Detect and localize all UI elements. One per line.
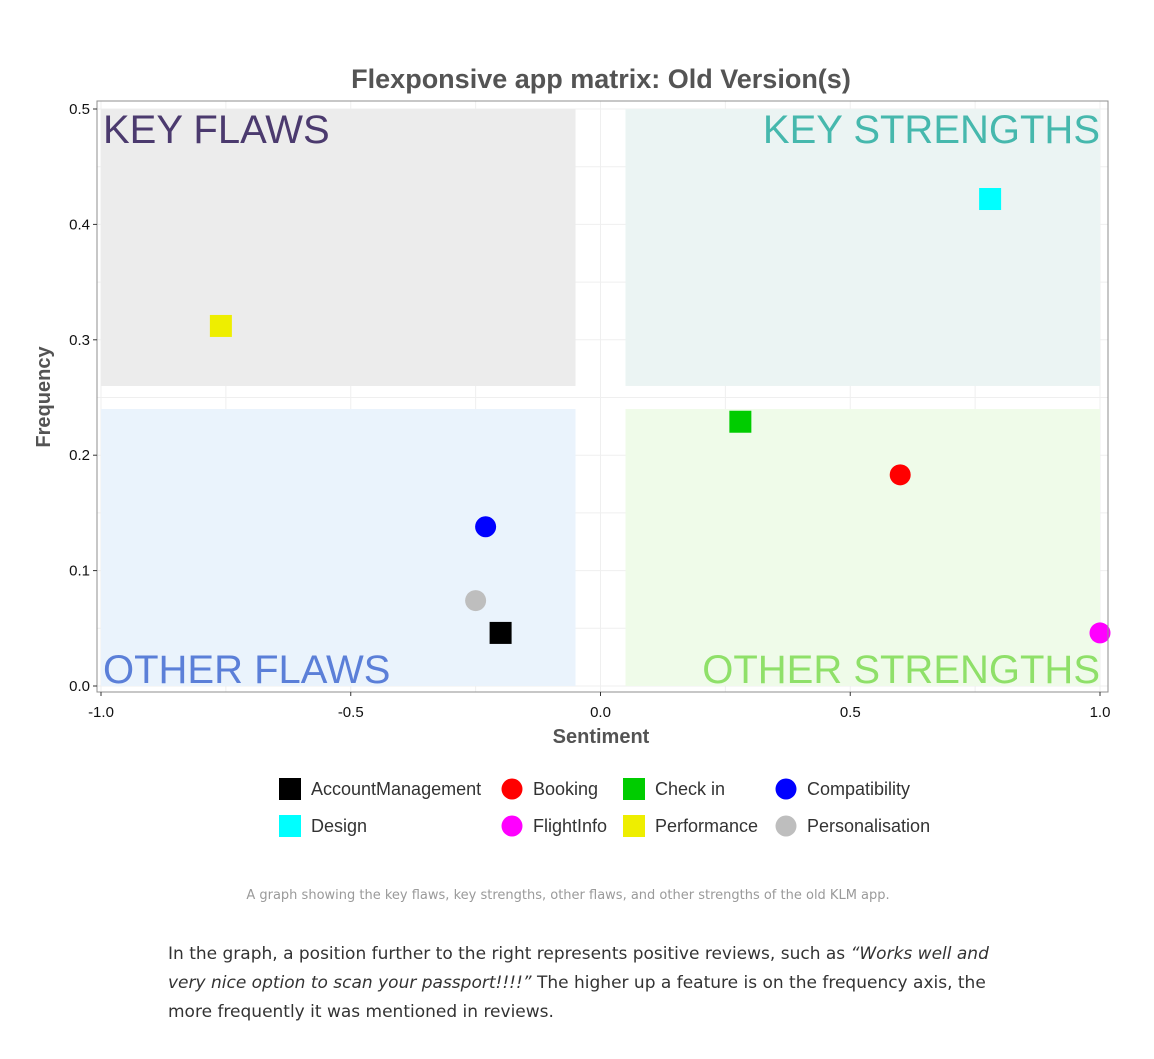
legend-label: AccountManagement — [311, 779, 481, 799]
quadrant-region — [625, 109, 1100, 386]
legend-label: Performance — [655, 816, 758, 836]
quadrant-region — [625, 409, 1100, 686]
data-point-square — [209, 314, 232, 337]
chart-title: Flexponsive app matrix: Old Version(s) — [351, 64, 851, 94]
plot-area: KEY FLAWS KEY STRENGTHS OTHER FLAWS OTHER S… — [96, 100, 1111, 693]
data-point-square — [489, 621, 512, 644]
legend-item: Performance — [623, 815, 758, 837]
x-tick-label: 1.0 — [1090, 704, 1111, 721]
y-tick-label: 0.0 — [69, 678, 90, 695]
legend-item: Design — [279, 815, 367, 837]
legend-key-circle — [501, 778, 523, 800]
plot-border — [96, 100, 1109, 693]
legend-label: Design — [311, 816, 367, 836]
legend-key-square — [279, 778, 301, 800]
y-axis: 0.0 0.1 0.2 0.3 0.4 0.5 — [69, 101, 97, 695]
legend-key-square — [623, 815, 645, 837]
data-point-square — [979, 188, 1002, 211]
x-tick-label: -1.0 — [88, 704, 114, 721]
x-tick-label: -0.5 — [338, 704, 364, 721]
y-tick-label: 0.3 — [69, 332, 90, 349]
body-quote: “Works well and very nice option to scan… — [168, 944, 989, 993]
legend-key-circle — [501, 815, 523, 837]
legend-label: FlightInfo — [533, 816, 607, 836]
legend: AccountManagement Booking Check in Compatib… — [279, 778, 930, 837]
legend-item: Compatibility — [775, 778, 910, 800]
y-tick-label: 0.5 — [69, 101, 90, 118]
x-axis: -1.0 -0.5 0.0 0.5 1.0 — [88, 692, 1110, 721]
data-points — [209, 188, 1111, 644]
legend-label: Booking — [533, 779, 598, 799]
quadrant-region — [101, 109, 576, 386]
data-point-square — [729, 410, 752, 433]
legend-label: Check in — [655, 779, 725, 799]
legend-item: FlightInfo — [501, 815, 607, 837]
body-paragraph: In the graph, a position further to the … — [168, 940, 998, 1027]
x-tick-label: 0.0 — [590, 704, 611, 721]
legend-item: Personalisation — [775, 815, 930, 837]
quadrant-label: KEY FLAWS — [103, 108, 330, 152]
quadrant-label: OTHER FLAWS — [103, 648, 390, 692]
legend-key-circle — [775, 815, 797, 837]
legend-item: Check in — [623, 778, 725, 800]
x-axis-label: Sentiment — [553, 726, 650, 748]
legend-key-square — [279, 815, 301, 837]
legend-key-square — [623, 778, 645, 800]
data-point-circle — [889, 464, 911, 486]
quadrant-region — [101, 409, 576, 686]
y-tick-label: 0.1 — [69, 563, 90, 580]
legend-label: Compatibility — [807, 779, 910, 799]
data-point-circle — [475, 516, 497, 538]
body-text-part-2: The higher up a feature is on the freque… — [168, 973, 986, 1022]
legend-label: Personalisation — [807, 816, 930, 836]
y-axis-label: Frequency — [33, 346, 55, 448]
y-tick-label: 0.2 — [69, 447, 90, 464]
body-text-part-1: In the graph, a position further to the … — [168, 944, 851, 964]
scatter-chart: Flexponsive app matrix: Old Version(s) K… — [33, 64, 1111, 837]
legend-key-circle — [775, 778, 797, 800]
quadrant-label: OTHER STRENGTHS — [702, 648, 1100, 692]
y-tick-label: 0.4 — [69, 216, 90, 233]
data-point-circle — [1089, 622, 1111, 644]
x-tick-label: 0.5 — [840, 704, 861, 721]
figure-caption: A graph showing the key flaws, key stren… — [246, 888, 890, 903]
legend-item: Booking — [501, 778, 598, 800]
quadrant-label: KEY STRENGTHS — [763, 108, 1100, 152]
data-point-circle — [465, 590, 487, 612]
legend-item: AccountManagement — [279, 778, 481, 800]
